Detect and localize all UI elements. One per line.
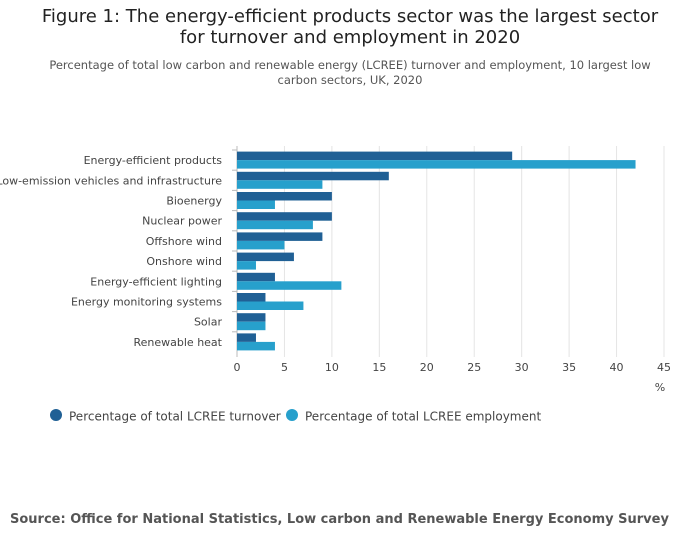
bar — [237, 180, 323, 189]
x-tick-label: 40 — [610, 361, 624, 374]
y-tick-label: Energy-efficient products — [84, 154, 223, 167]
legend-label: Percentage of total LCREE employment — [305, 410, 541, 424]
legend-swatch — [286, 409, 298, 421]
bar — [237, 171, 389, 181]
bar — [237, 313, 266, 322]
bar — [237, 321, 266, 331]
bar — [237, 281, 342, 290]
x-tick-label: 25 — [467, 361, 481, 374]
bar — [237, 341, 275, 351]
bar — [237, 272, 275, 282]
legend-swatch — [50, 409, 62, 421]
bar — [237, 220, 313, 230]
x-tick-label: 0 — [234, 361, 241, 374]
bar — [237, 192, 332, 201]
x-tick-label: 30 — [515, 361, 529, 374]
x-axis-label: % — [655, 381, 665, 394]
bar — [237, 212, 332, 221]
y-tick-label: Low-emission vehicles and infrastructure — [0, 174, 222, 187]
bar — [237, 240, 285, 250]
y-tick-label: Energy-efficient lighting — [90, 275, 222, 288]
x-tick-label: 15 — [372, 361, 386, 374]
bar — [237, 232, 323, 241]
bar — [237, 252, 294, 262]
x-tick-label: 10 — [325, 361, 339, 374]
bar — [237, 333, 256, 342]
x-tick-label: 45 — [657, 361, 671, 374]
chart-title: Figure 1: The energy-efficient products … — [41, 6, 659, 48]
x-tick-label: 5 — [281, 361, 288, 374]
chart-subtitle: Percentage of total low carbon and renew… — [49, 58, 651, 87]
bar — [237, 261, 256, 270]
y-tick-label: Offshore wind — [146, 235, 222, 248]
y-tick-label: Bioenergy — [166, 195, 222, 208]
bar — [237, 293, 266, 302]
source-note: Source: Office for National Statistics, … — [10, 512, 669, 527]
y-tick-label: Renewable heat — [134, 336, 223, 349]
y-tick-label: Solar — [194, 316, 223, 329]
legend-label: Percentage of total LCREE turnover — [69, 410, 281, 424]
y-tick-label: Onshore wind — [146, 255, 222, 268]
y-tick-label: Nuclear power — [142, 215, 222, 228]
x-tick-label: 20 — [420, 361, 434, 374]
y-tick-label: Energy monitoring systems — [71, 296, 222, 309]
bar — [237, 200, 275, 209]
x-tick-label: 35 — [562, 361, 576, 374]
bar — [237, 151, 513, 161]
bar — [237, 160, 636, 169]
bar — [237, 301, 304, 310]
